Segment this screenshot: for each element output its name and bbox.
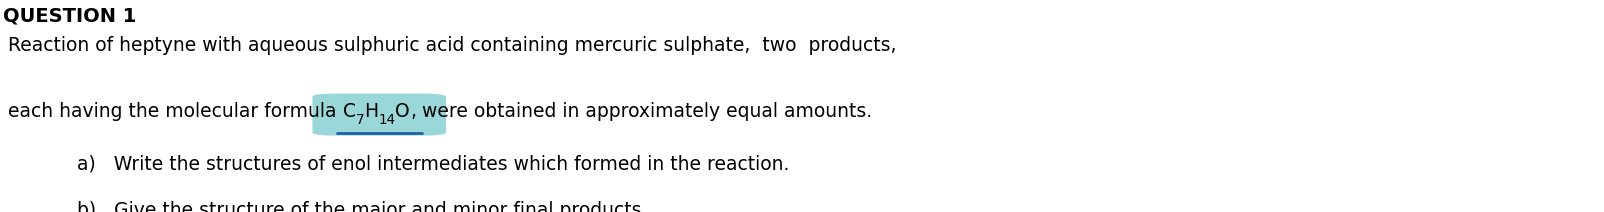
Text: 7: 7 [356, 113, 364, 127]
Text: ,: , [411, 102, 415, 121]
Text: were obtained in approximately equal amounts.: were obtained in approximately equal amo… [415, 102, 873, 121]
Text: each having the molecular formula: each having the molecular formula [8, 102, 343, 121]
Text: Reaction of heptyne with aqueous sulphuric acid containing mercuric sulphate,  t: Reaction of heptyne with aqueous sulphur… [8, 36, 897, 55]
Text: QUESTION 1: QUESTION 1 [3, 6, 136, 25]
Text: 14: 14 [379, 113, 396, 127]
Text: H: H [364, 102, 379, 121]
Text: C: C [343, 102, 356, 121]
Text: b)   Give the structure of the major and minor final products.: b) Give the structure of the major and m… [77, 201, 648, 212]
Text: a)   Write the structures of enol intermediates which formed in the reaction.: a) Write the structures of enol intermed… [77, 155, 789, 174]
Text: O: O [396, 102, 411, 121]
